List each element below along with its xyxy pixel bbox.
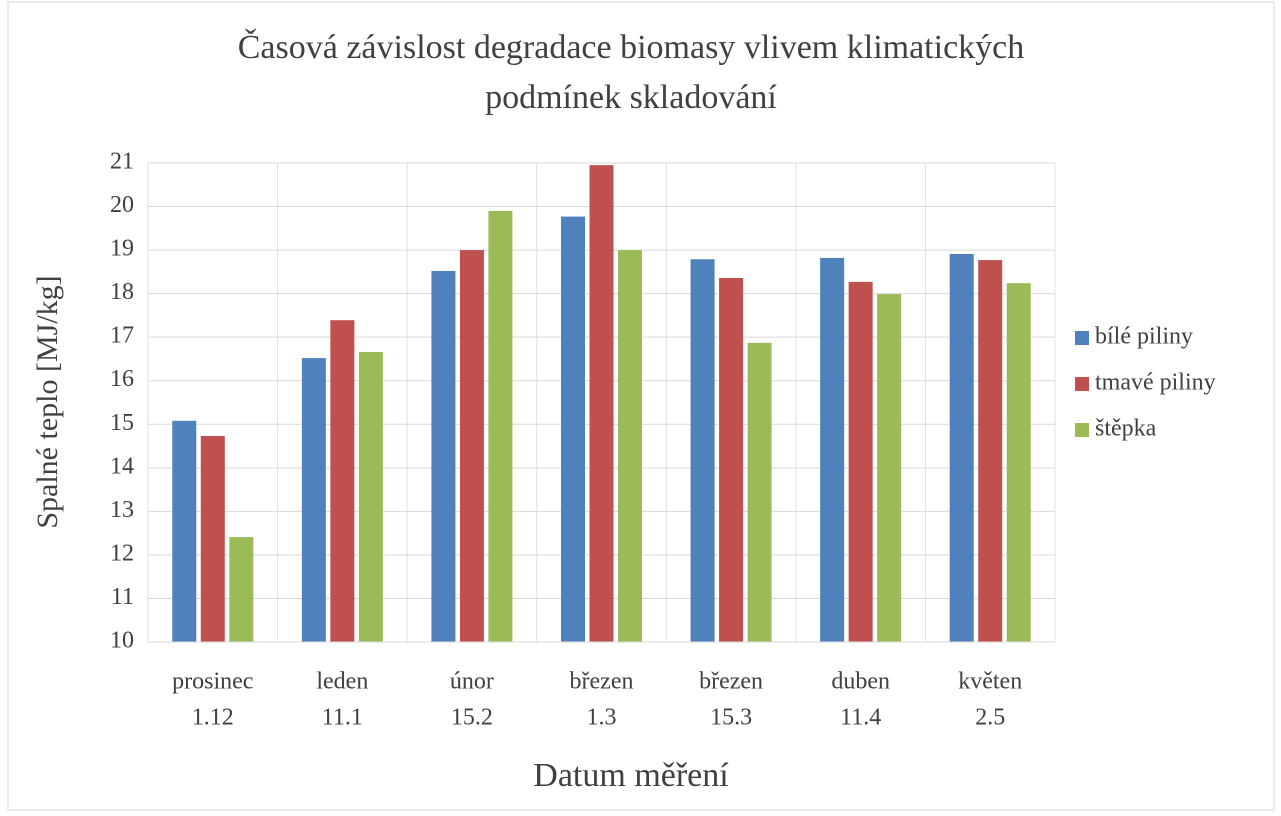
x-tick-label: prosinec (172, 669, 253, 695)
x-tick-label: 1.3 (587, 705, 617, 731)
y-tick-label: 15 (110, 410, 134, 436)
bar (848, 281, 873, 642)
y-axis-label: Spalné teplo [MJ/kg] (31, 275, 64, 528)
y-tick-label: 18 (110, 279, 134, 305)
bar (229, 537, 254, 642)
chart-title: Časová závislost degradace biomasy vlive… (238, 28, 1025, 66)
y-tick-label: 20 (110, 192, 134, 218)
x-tick-label: únor (450, 669, 494, 695)
bar (690, 259, 715, 642)
x-tick-label: leden (316, 669, 368, 695)
legend-swatch (1075, 423, 1089, 437)
x-tick-label: 2.5 (975, 705, 1005, 731)
bar (978, 260, 1003, 642)
legend-label: bílé piliny (1095, 324, 1193, 350)
y-tick-label: 10 (110, 628, 134, 654)
y-tick-label: 11 (111, 584, 134, 610)
bar (358, 351, 383, 642)
x-tick-label: březen (570, 669, 634, 695)
bar (747, 342, 772, 642)
x-tick-label: 15.2 (451, 705, 493, 731)
y-tick-label: 13 (110, 497, 134, 523)
bar (589, 165, 614, 642)
y-tick-label: 17 (110, 323, 134, 349)
bar (1006, 283, 1031, 642)
bar (618, 250, 642, 642)
legend-label: tmavé piliny (1095, 370, 1216, 396)
bar (459, 250, 484, 642)
x-tick-label: 11.1 (322, 705, 363, 731)
y-tick-label: 12 (110, 540, 134, 566)
bar (330, 320, 355, 642)
bar (949, 254, 974, 642)
bar (172, 420, 197, 642)
bar (431, 270, 456, 642)
x-tick-label: 1.12 (192, 705, 234, 731)
legend-swatch (1075, 331, 1089, 345)
y-tick-label: 19 (110, 236, 134, 262)
x-tick-label: květen (958, 669, 1022, 695)
bar (719, 277, 744, 642)
bar (877, 294, 902, 642)
x-tick-label: březen (699, 669, 763, 695)
x-tick-label: duben (831, 669, 890, 695)
bar (301, 358, 326, 642)
bar (200, 436, 225, 642)
x-tick-label: 11.4 (840, 705, 881, 731)
y-tick-label: 21 (110, 149, 134, 175)
bar (561, 216, 585, 642)
x-tick-label: 15.3 (710, 705, 752, 731)
chart-title: podmínek skladování (485, 79, 777, 116)
legend-label: štěpka (1095, 416, 1157, 442)
x-axis-label: Datum měření (533, 757, 729, 794)
y-tick-label: 16 (110, 366, 134, 392)
y-tick-label: 14 (110, 453, 134, 479)
legend-swatch (1075, 377, 1089, 391)
bar (820, 257, 845, 642)
bar (488, 210, 513, 642)
